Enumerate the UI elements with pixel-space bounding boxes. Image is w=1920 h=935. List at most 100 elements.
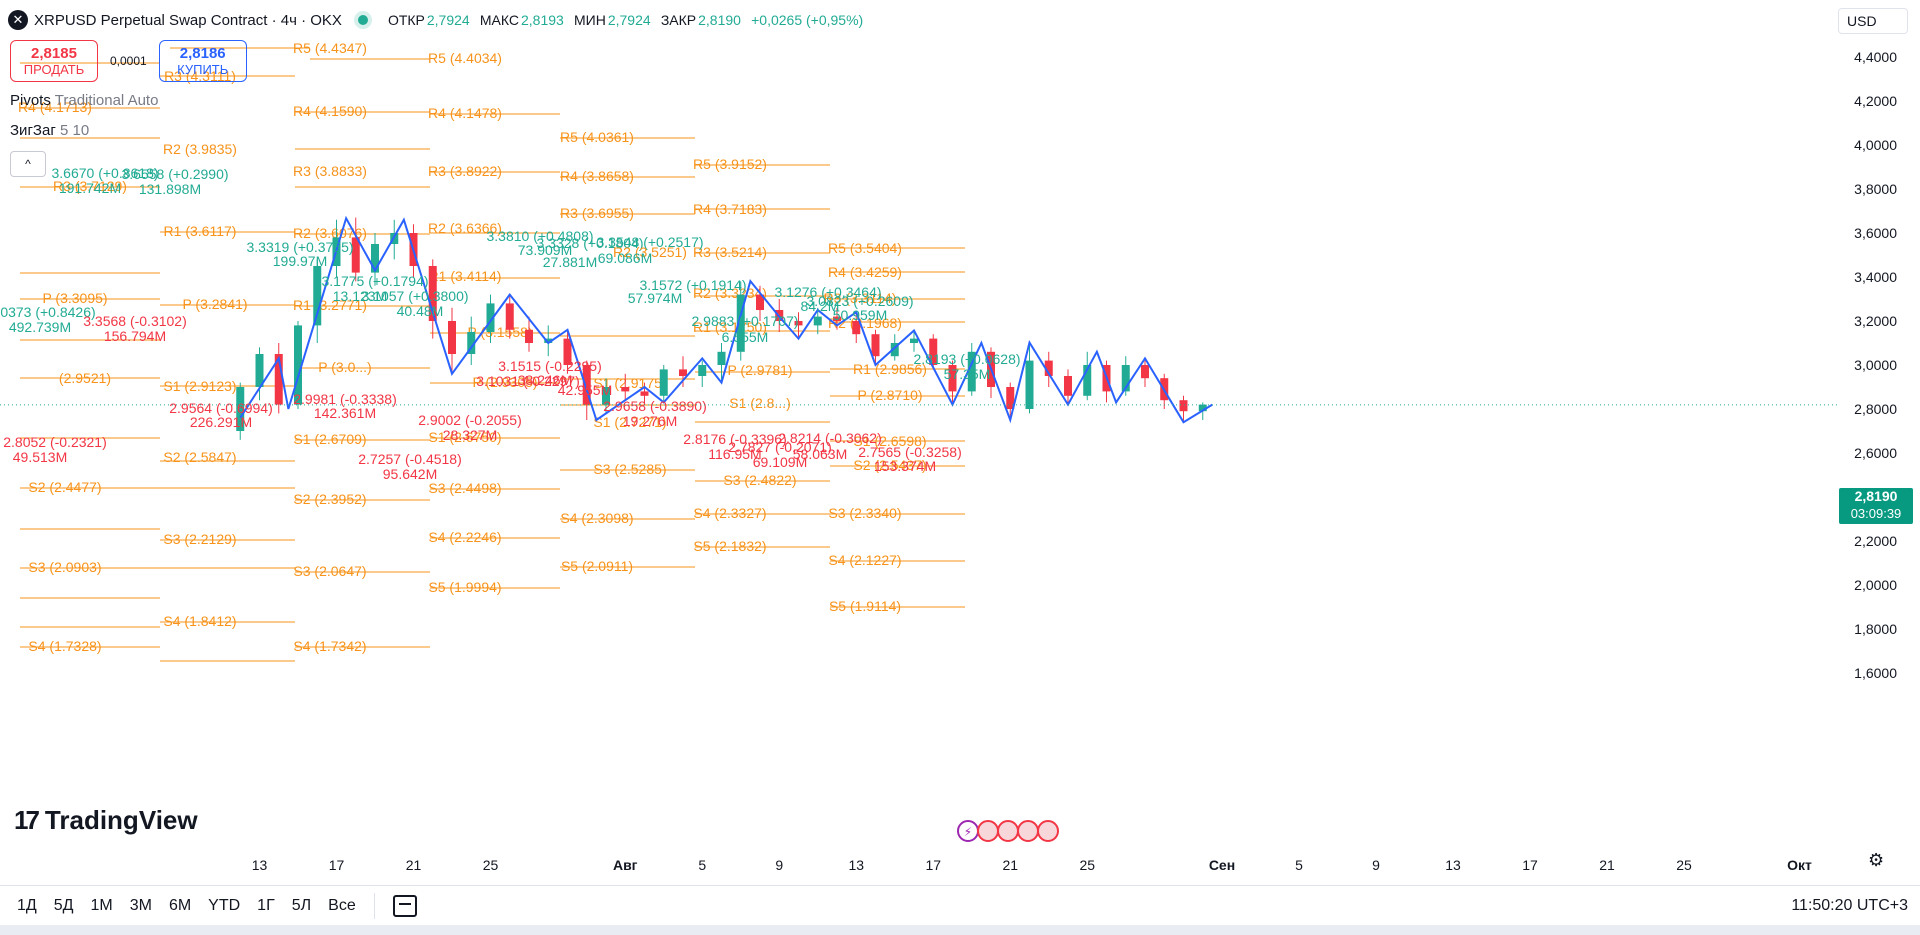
pivot-level-label: R4 (3.7183)	[693, 201, 767, 217]
toolbar-divider	[373, 893, 375, 919]
ohlc-open-value: 2,7924	[426, 11, 470, 28]
zigzag-label: 191.742M	[59, 180, 121, 196]
zigzag-label: 2.9883 (+0.1707)	[691, 313, 798, 329]
calendar-icon[interactable]	[392, 895, 417, 917]
zigzag-label: 2.9564 (-0.6994)	[169, 400, 273, 416]
collapse-legend-button[interactable]: ^	[10, 151, 46, 177]
zigzag-label: 40.48M	[397, 303, 444, 319]
time-axis-label: Авг	[613, 857, 638, 873]
symbol-title[interactable]: XRPUSD Perpetual Swap Contract · 4ч · OK…	[34, 11, 342, 29]
pivot-level-label: S4 (2.1227)	[828, 552, 901, 568]
price-axis[interactable]: 4,4000 4,2000 4,0000 3,8000 3,6000 3,4000 3,20…	[1854, 49, 1897, 681]
pivot-level-label: S2 (2.5437)	[853, 457, 926, 473]
clock-timezone[interactable]: 11:50:20 UTC+3	[1791, 897, 1908, 914]
pivot-level-label: P (3.1558)	[467, 324, 532, 340]
currency-selector[interactable]: USD	[1838, 8, 1908, 34]
pivot-level-label: S1 (2.8...)	[729, 395, 790, 411]
pivot-level-label: S5 (1.9994)	[428, 579, 501, 595]
pivots-indicator-params: Traditional Auto	[54, 92, 159, 109]
candle-body	[813, 316, 822, 326]
pivots-indicator-legend[interactable]: Pivots Traditional Auto	[10, 92, 158, 109]
time-axis[interactable]: 13 17 21 25 Авг 5 9 13 17 21 25 Сен 5 9 13 17 21 25 Окт	[252, 857, 1812, 873]
time-axis-label: 25	[1676, 857, 1692, 873]
range-5y-button[interactable]: 5Л	[291, 897, 312, 914]
range-6m-button[interactable]: 6М	[168, 897, 192, 914]
zigzag-indicator-legend[interactable]: ЗигЗаг 5 10	[10, 122, 89, 139]
pivot-level-label: R2 (3.9835)	[163, 141, 237, 157]
candle-body	[1083, 365, 1092, 396]
pivot-level-label: R3 (3.8922)	[428, 163, 502, 179]
ohlc-open-label: ОТКР	[387, 11, 425, 28]
price-axis-label: 4,2000	[1854, 93, 1897, 109]
pivot-level-label: R4 (4.1590)	[293, 103, 367, 119]
time-axis-label: 5	[698, 857, 706, 873]
zigzag-label: 3.1572 (+0.1914)	[639, 277, 746, 293]
range-5d-button[interactable]: 5Д	[53, 897, 74, 914]
pivot-level-label: S2 (2.5847)	[163, 449, 236, 465]
price-axis-label: 4,0000	[1854, 137, 1897, 153]
price-chart[interactable]: R5 (4.4347) R5 (4.4034) R3 (4.3111) R4 (4.1…	[0, 0, 1920, 885]
range-3m-button[interactable]: 3М	[129, 897, 152, 914]
economic-events[interactable]: ⚡	[957, 820, 1059, 842]
price-axis-label: 3,8000	[1854, 181, 1897, 197]
tradingview-logo[interactable]: 17 TradingView	[14, 805, 198, 836]
range-1d-button[interactable]: 1Д	[17, 897, 37, 914]
pivot-level-label: S4 (2.3098)	[560, 510, 633, 526]
zigzag-label: 116.95M	[708, 446, 761, 462]
zigzag-label: 131.898M	[139, 181, 201, 197]
event-us-flag-icon[interactable]	[977, 820, 999, 842]
event-us-flag-icon[interactable]	[997, 820, 1019, 842]
buy-price: 2,8186	[179, 45, 226, 62]
pivot-level-label: S5 (2.1832)	[693, 538, 766, 554]
zigzag-label: 2.8176 (-0.3396)	[683, 431, 787, 447]
zigzag-label: 73.909M	[518, 242, 572, 258]
pivot-level-label: P (3.3095)	[42, 290, 107, 306]
event-us-flag-icon[interactable]	[1037, 820, 1059, 842]
candle-body	[1006, 387, 1015, 409]
pivot-level-label: R4 (4.1713)	[18, 99, 92, 115]
pivot-level-label: S4 (1.7342)	[293, 638, 366, 654]
zigzag-label: 49.513M	[13, 449, 67, 465]
bottom-strip	[0, 925, 1920, 935]
pivot-level-label: S3 (2.5285)	[593, 461, 666, 477]
candle-body	[698, 365, 707, 376]
zigzag-label: 2.8052 (-0.2321)	[3, 434, 107, 450]
buy-label: КУПИТЬ	[177, 62, 229, 77]
candle-body	[1025, 360, 1034, 409]
pivot-level-label: S4 (1.7328)	[28, 638, 101, 654]
pivot-level-label: S3 (2.4822)	[723, 472, 796, 488]
chevron-up-icon: ^	[25, 157, 31, 171]
time-axis-label: 17	[329, 857, 345, 873]
pivot-level-label: S5 (2.0911)	[561, 558, 633, 574]
candle-body	[294, 325, 302, 405]
candle-body	[1198, 404, 1207, 412]
zigzag-label: 2.9981 (-0.3338)	[293, 391, 397, 407]
candle-body	[602, 387, 610, 405]
pivot-level-label: R1 (3.4114)	[429, 268, 502, 284]
zigzag-label: 28.327M	[443, 427, 497, 443]
candle-body	[756, 294, 764, 310]
zigzag-label: R3 (3.7129)	[53, 178, 127, 194]
pivot-level-label: R4 (3.8658)	[560, 168, 634, 184]
range-1y-button[interactable]: 1Г	[257, 897, 275, 914]
time-axis-label: 13	[1445, 857, 1461, 873]
zigzag-label: 3.3319 (+0.3755)	[246, 239, 353, 255]
buy-button[interactable]: 2,8186 КУПИТЬ	[158, 40, 247, 82]
zigzag-label: 3.3810 (+0.4808)	[486, 228, 593, 244]
range-ytd-button[interactable]: YTD	[208, 897, 241, 914]
pivot-level-label: S4 (2.3327)	[693, 505, 766, 521]
sell-button[interactable]: 2,8185 ПРОДАТЬ	[10, 40, 98, 82]
zigzag-label: 95.642M	[383, 466, 437, 482]
range-all-button[interactable]: Все	[328, 897, 356, 914]
range-1m-button[interactable]: 1М	[90, 897, 113, 914]
candle-body	[1044, 360, 1053, 376]
time-axis-label: 25	[1079, 857, 1095, 873]
pivot-level-label: R2 (3.6366)	[428, 220, 502, 236]
time-axis-label: 9	[775, 857, 783, 873]
candle-body	[833, 316, 841, 321]
price-axis-label: 2,0000	[1854, 577, 1897, 593]
event-us-flag-icon[interactable]	[1017, 820, 1039, 842]
pivot-level-label: P (3.2841)	[182, 296, 247, 312]
zigzag-label: 84.2M	[801, 298, 840, 314]
gear-icon[interactable]: ⚙	[1868, 850, 1885, 870]
